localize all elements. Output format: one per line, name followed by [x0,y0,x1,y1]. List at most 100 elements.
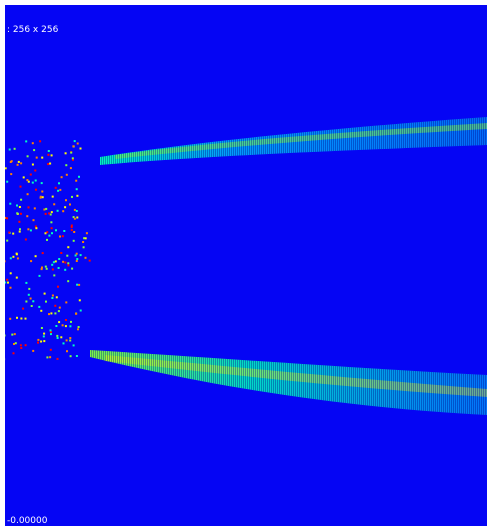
scatter-particle [43,340,46,343]
scatter-particle [34,255,37,258]
scatter-particle [53,274,56,277]
scatter-particle [76,142,79,145]
scatter-particle [40,268,43,271]
scatter-particle [64,325,67,328]
scatter-particle [35,227,38,230]
scatter-particle [33,207,36,210]
scatter-particle [69,339,72,342]
scatter-particle [71,267,74,270]
scatter-particle [70,151,73,154]
scatter-particle [76,258,79,260]
scatter-particle [65,339,68,342]
scatter-particle [9,161,12,163]
scatter-particle [52,261,55,264]
scatter-particle [75,252,78,255]
scatter-particle [79,147,82,150]
scatter-particle [88,259,91,262]
scatter-particle [48,313,50,316]
scatter-particle [54,312,57,315]
scatter-particle [75,188,78,191]
scatter-particle [49,162,52,165]
scatter-particle [13,333,16,336]
scatter-particle [50,312,53,315]
upper-jet-plume [100,117,487,165]
scatter-particle [70,320,72,323]
scatter-particle [58,182,60,185]
scatter-particle [18,230,21,233]
scatter-particle [60,176,63,179]
scatter-particle [62,260,65,263]
scatter-particle [50,154,53,157]
scatter-particle [75,260,78,262]
scatter-particle [13,147,16,150]
heatmap-canvas[interactable] [5,5,487,526]
scatter-particle [67,262,70,265]
scatter-particle [41,190,44,193]
scatter-particle [16,212,19,215]
scatter-particle [6,217,8,220]
scatter-particle [24,344,27,347]
scatter-particle [73,217,76,220]
scatter-particle [40,327,43,329]
scatter-particle [40,340,43,343]
scatter-particle [58,321,61,324]
scatter-particle [15,252,18,255]
scatter-particle [54,186,57,189]
scatter-particle [25,281,28,284]
scatter-particle [78,283,81,286]
scatter-particle [46,238,48,241]
scatter-particle [44,265,47,268]
scatter-particle [41,156,44,159]
scatter-particle [62,210,65,213]
scatter-particle [19,228,21,231]
scatter-particle [26,215,29,218]
scatter-particle [56,334,59,337]
scatter-particle [16,257,19,260]
scatter-particle [19,185,22,188]
scatter-particle [45,267,48,270]
scatter-particle [47,153,50,156]
scatter-particle [25,140,28,143]
scatter-particle [41,252,44,255]
scatter-particle [67,280,70,283]
scatter-particle [38,305,41,308]
heatmap-frame[interactable]: : 256 x 256 -0.00000 [5,5,487,526]
scatter-particle [65,173,68,176]
scatter-particle [69,355,72,358]
scatter-particle [82,246,85,249]
scatter-particle [7,281,9,284]
scatter-particle [39,140,42,143]
scatter-particle [49,329,52,332]
scatter-particle [64,206,67,209]
scatter-particle [43,332,46,335]
scatter-particle [27,293,30,296]
scatter-particle [20,198,23,201]
scatter-particle [75,355,78,357]
scatter-particle [67,264,70,267]
scatter-particle [59,235,61,238]
scatter-particle [43,292,46,295]
scatter-particle [32,219,35,222]
scatter-particle [9,317,12,320]
scatter-particle [42,335,45,338]
scatter-particle [65,319,67,321]
scatter-particle [20,162,23,165]
lower-jet-plume [90,350,487,415]
scatter-particle [79,254,82,257]
scatter-particle [57,310,60,313]
scatter-particle [55,229,57,232]
scatter-particle [65,199,67,202]
scatter-particle [63,230,66,232]
scatter-particle [8,148,11,151]
scatter-particle [31,181,34,184]
scatter-particle [51,263,54,266]
scatter-particle [24,238,27,241]
scatter-particle [26,179,29,182]
scatter-particle [9,272,12,275]
image-dimensions-label: : 256 x 256 [7,25,59,35]
scatter-particle [27,206,30,209]
scatter-particle [47,163,50,166]
scatter-particle [5,334,6,337]
scatter-particle [6,180,9,183]
scatter-particle [69,337,72,339]
